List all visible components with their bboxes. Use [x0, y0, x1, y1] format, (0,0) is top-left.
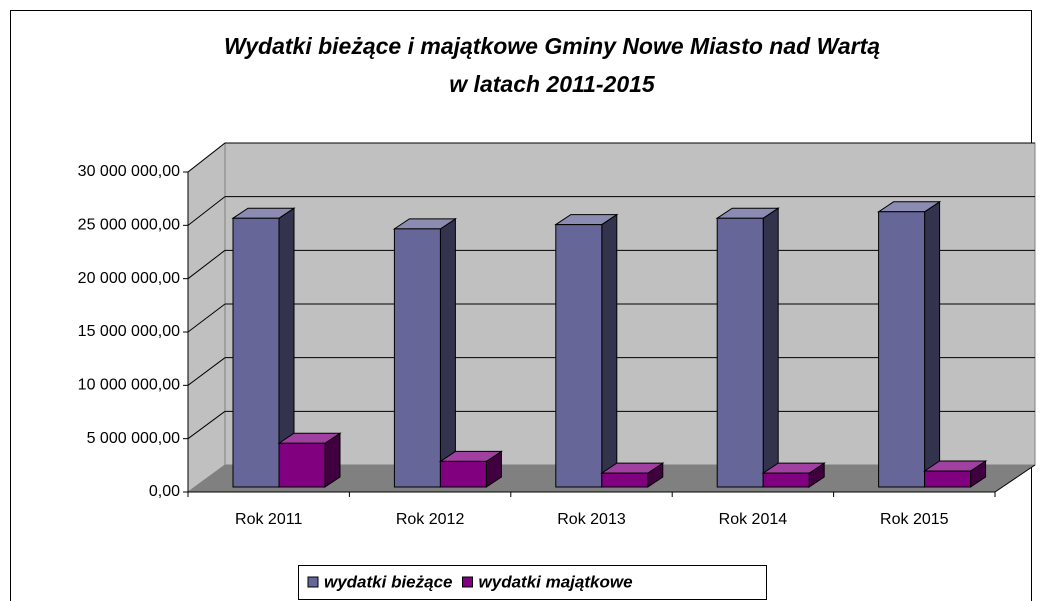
- x-tick-label: Rok 2015: [880, 511, 949, 528]
- bar-face: [439, 217, 456, 488]
- bar-face: [878, 211, 926, 488]
- bar: [876, 200, 942, 488]
- legend-text: wydatki bieżące: [324, 572, 453, 591]
- bar: [761, 462, 826, 488]
- bar-face: [439, 460, 487, 488]
- y-tick-label: 5 000 000,00: [87, 430, 181, 447]
- bar-face: [232, 217, 280, 488]
- y-tick-label: 0,00: [149, 483, 180, 500]
- x-tick-label: Rok 2013: [557, 511, 626, 528]
- chart-title: Wydatki bieżące i majątkowe Gminy Nowe M…: [224, 33, 880, 59]
- bar-face: [924, 470, 972, 488]
- grid-line: [187, 142, 226, 173]
- legend-swatch: [307, 576, 319, 588]
- bar-face: [716, 217, 764, 488]
- x-tick-label: Rok 2011: [235, 511, 302, 528]
- bar-face: [924, 200, 941, 488]
- bar: [231, 207, 296, 488]
- chart-title: w latach 2011-2015: [449, 71, 656, 97]
- grid-line: [187, 196, 226, 226]
- bar: [922, 460, 988, 488]
- y-tick-label: 15 000 000,00: [78, 323, 180, 340]
- bar-face: [762, 207, 779, 488]
- grid-line: [187, 357, 226, 386]
- y-tick-label: 20 000 000,00: [78, 270, 180, 287]
- bar: [277, 432, 342, 488]
- bar: [438, 450, 504, 488]
- bar-face: [393, 228, 441, 488]
- bar-face: [601, 472, 649, 488]
- bar: [600, 462, 665, 488]
- y-tick-label: 10 000 000,00: [78, 377, 180, 394]
- legend: [298, 565, 767, 600]
- bar: [715, 207, 780, 488]
- legend-swatch: [462, 576, 474, 588]
- x-axis-depth: [994, 464, 1036, 493]
- bar: [392, 217, 458, 488]
- x-tick-label: Rok 2012: [396, 511, 465, 528]
- y-tick-label: 25 000 000,00: [78, 217, 180, 234]
- y-tick-label: 30 000 000,00: [78, 163, 180, 180]
- bar-face: [762, 472, 810, 488]
- bar-face: [278, 442, 326, 488]
- grid-line: [187, 249, 226, 280]
- bar-face: [555, 224, 603, 488]
- legend-text: wydatki majątkowe: [479, 572, 633, 591]
- x-tick-label: Rok 2014: [719, 511, 788, 528]
- bar-face: [601, 213, 618, 488]
- bar: [554, 213, 619, 488]
- grid-line: [187, 410, 226, 440]
- grid-line: [187, 303, 226, 333]
